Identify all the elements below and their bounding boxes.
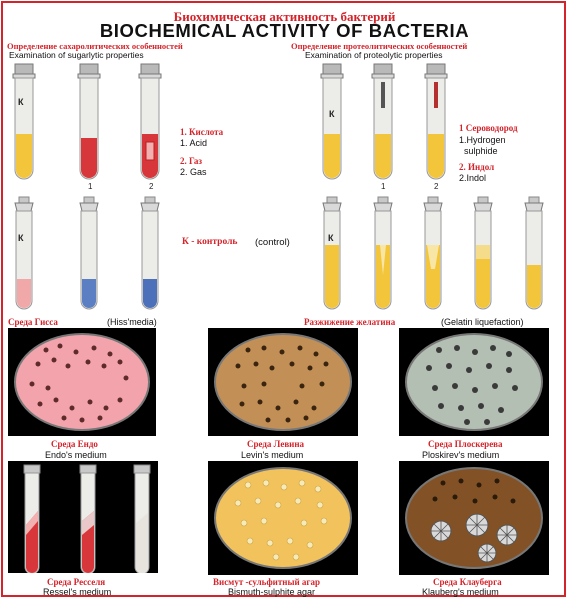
bismuth-label-en: Bismuth-sulphite agar (228, 587, 316, 597)
hiss-control-tube (9, 195, 39, 315)
acid-label-en: 1. Acid (180, 138, 208, 148)
gelatin-tube-1 (368, 195, 398, 315)
title-english: BIOCHEMICAL ACTIVITY OF BACTERIA (99, 20, 470, 41)
proteo-tube-number-1: 1 (381, 182, 386, 191)
endo-label-ru: Среда Ендо (51, 439, 98, 449)
h2s-label-en-line2: sulphide (464, 146, 498, 156)
ressel-label-en: Ressel's medium (43, 587, 112, 597)
h2s-label-en-line1: 1.Hydrogen (459, 135, 506, 145)
endo-dish (8, 328, 156, 436)
hiss-label-en: (Hiss'media) (107, 317, 157, 327)
endo-label-en: Endo's medium (45, 450, 107, 460)
ressel-label-ru: Среда Ресселя (47, 577, 106, 587)
gas-label-en: 2. Gas (180, 167, 207, 177)
gelatin-tube-2 (418, 195, 448, 315)
proteo-heading-en: Examination of proteolytic properties (305, 50, 443, 60)
proteo-control-letter: К (329, 109, 335, 119)
proteo-h2s-tube (368, 62, 398, 184)
klauberg-dish (399, 461, 549, 575)
sugar-control-tube (9, 62, 39, 184)
hiss-label-ru: Среда Гисса (8, 317, 58, 327)
klauberg-label-en: Klauberg's medium (422, 587, 499, 597)
control-label-ru: К - контроль (182, 237, 238, 247)
sugar-acid-tube (74, 62, 104, 184)
sugar-control-letter: К (18, 97, 24, 107)
proteo-tube-number-2: 2 (434, 182, 439, 191)
title-russian: Биохимическая активность бактерий (173, 9, 396, 24)
acid-label-ru: 1. Кислота (180, 127, 224, 137)
gelatin-tube-4 (519, 195, 549, 315)
sugar-gas-tube (135, 62, 165, 184)
proteo-heading-ru: Определение протеолитических особенносте… (291, 41, 468, 51)
ploskirev-label-en: Ploskirev's medium (422, 450, 500, 460)
proteo-indol-tube (421, 62, 451, 184)
gelatin-tube-3 (468, 195, 498, 315)
h2s-label-ru: 1 Сероводород (459, 123, 518, 133)
ploskirev-dish (399, 328, 549, 436)
bismuth-dish (208, 461, 358, 575)
hiss-tube-2 (135, 195, 165, 315)
control-label-en: (control) (255, 237, 290, 248)
klauberg-label-ru: Среда Клауберга (433, 577, 502, 587)
gelatin-control-letter: К (328, 233, 334, 243)
bismuth-label-ru: Висмут -сульфитный агар (213, 577, 321, 587)
hiss-tube-1 (74, 195, 104, 315)
indol-label-en: 2.Indol (459, 173, 487, 183)
levin-dish (208, 328, 358, 436)
ploskirev-label-ru: Среда Плоскерева (428, 439, 503, 449)
gelatin-label-ru: Разжижение желатина (304, 317, 396, 327)
gelatin-control-tube (317, 195, 347, 315)
proteo-control-tube (317, 62, 347, 184)
sugar-heading-ru: Определение сахаролитических особенносте… (7, 41, 183, 51)
ressel-panel (8, 461, 158, 573)
sugar-tube-number-2: 2 (149, 182, 154, 191)
indol-label-ru: 2. Индол (459, 162, 495, 172)
sugar-heading-en: Examination of sugarlytic properties (9, 50, 144, 60)
levin-label-en: Levin's medium (241, 450, 304, 460)
levin-label-ru: Среда Левина (247, 439, 305, 449)
gas-label-ru: 2. Газ (180, 156, 203, 166)
hiss-control-letter: К (18, 233, 24, 243)
gelatin-label-en: (Gelatin liquefaction) (441, 317, 524, 327)
sugar-tube-number-1: 1 (88, 182, 93, 191)
